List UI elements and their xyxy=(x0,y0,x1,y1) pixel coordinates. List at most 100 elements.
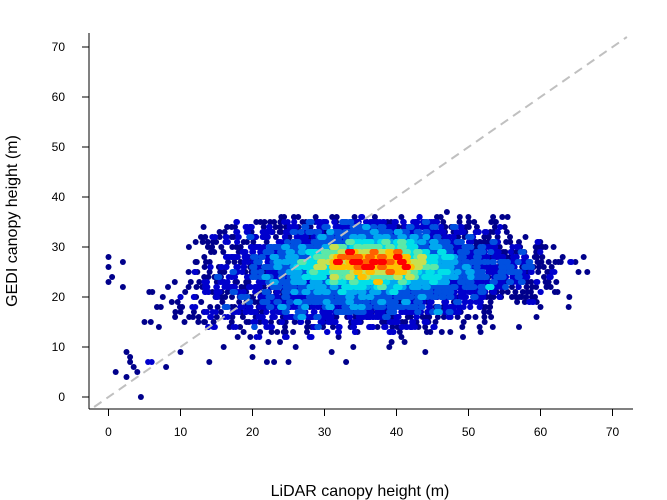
data-point xyxy=(430,324,437,330)
data-point xyxy=(229,294,235,300)
data-point xyxy=(299,219,306,225)
data-point xyxy=(509,259,516,265)
data-point xyxy=(441,234,448,240)
data-point xyxy=(567,259,574,265)
data-point xyxy=(398,334,405,340)
data-point xyxy=(282,324,288,330)
data-point xyxy=(323,289,330,295)
data-point xyxy=(359,304,366,310)
data-point xyxy=(419,314,426,320)
data-point xyxy=(185,284,192,290)
data-point xyxy=(202,319,208,325)
data-point xyxy=(105,279,112,285)
data-point xyxy=(299,249,306,255)
data-point xyxy=(547,284,554,290)
data-point xyxy=(233,244,240,250)
data-point xyxy=(256,319,263,325)
data-point xyxy=(268,304,275,310)
data-point xyxy=(265,339,272,345)
data-point xyxy=(394,324,401,330)
data-point xyxy=(225,274,232,280)
data-point xyxy=(271,359,278,365)
data-point xyxy=(237,304,244,310)
data-point xyxy=(387,224,394,230)
data-point xyxy=(201,309,208,315)
data-point xyxy=(212,234,218,240)
data-point xyxy=(245,304,252,310)
data-point xyxy=(272,249,279,255)
data-point xyxy=(414,314,420,320)
data-point xyxy=(478,294,485,300)
data-point xyxy=(320,324,326,330)
data-point xyxy=(216,229,223,235)
data-point xyxy=(523,284,530,290)
data-point xyxy=(177,349,184,355)
data-point xyxy=(330,324,336,330)
data-point xyxy=(486,309,493,315)
data-point xyxy=(261,284,268,290)
data-point xyxy=(452,274,459,280)
data-point xyxy=(248,234,255,240)
data-point xyxy=(288,314,295,320)
data-point xyxy=(472,239,479,245)
data-point xyxy=(285,229,292,235)
data-point xyxy=(381,219,387,225)
data-point xyxy=(307,229,314,235)
data-point xyxy=(326,309,333,315)
data-point xyxy=(281,214,288,220)
data-point xyxy=(400,219,407,225)
data-point xyxy=(335,334,342,340)
data-point xyxy=(247,244,254,250)
data-point xyxy=(213,289,220,295)
data-point xyxy=(455,309,462,315)
data-point xyxy=(466,219,472,225)
data-point xyxy=(217,279,224,285)
data-point xyxy=(514,244,521,250)
data-point xyxy=(277,339,283,345)
data-point xyxy=(398,214,405,220)
data-point xyxy=(509,274,516,280)
data-point xyxy=(498,264,505,270)
data-point xyxy=(401,224,408,230)
data-point xyxy=(274,294,281,300)
data-point xyxy=(327,319,334,325)
data-point xyxy=(365,304,372,310)
data-point xyxy=(465,314,472,320)
data-point xyxy=(489,324,496,330)
data-point xyxy=(276,239,283,245)
data-point xyxy=(147,319,154,325)
data-points xyxy=(105,209,591,400)
data-point xyxy=(518,294,525,300)
data-point xyxy=(523,294,530,300)
data-point xyxy=(210,319,217,325)
data-point xyxy=(584,269,591,275)
data-point xyxy=(109,274,116,280)
data-point xyxy=(493,284,500,290)
data-point xyxy=(433,309,440,315)
data-point xyxy=(206,269,213,275)
data-point xyxy=(315,304,322,310)
data-point xyxy=(221,304,228,310)
data-point xyxy=(251,324,258,330)
data-point xyxy=(325,304,332,310)
data-point xyxy=(487,304,494,310)
data-point xyxy=(257,329,264,335)
data-point xyxy=(229,314,236,320)
data-point xyxy=(237,324,244,330)
data-point xyxy=(198,299,205,305)
data-point xyxy=(394,284,401,290)
data-point xyxy=(358,214,365,220)
data-point xyxy=(391,319,398,325)
data-point xyxy=(420,224,427,230)
data-point xyxy=(134,369,141,375)
data-point xyxy=(391,219,398,225)
data-point xyxy=(177,294,184,300)
data-point xyxy=(502,249,509,255)
data-point xyxy=(515,274,522,280)
data-point xyxy=(154,304,160,310)
data-point xyxy=(260,244,267,250)
data-point xyxy=(545,259,552,265)
data-point xyxy=(537,289,544,295)
data-point xyxy=(468,284,475,290)
data-point xyxy=(112,369,119,375)
